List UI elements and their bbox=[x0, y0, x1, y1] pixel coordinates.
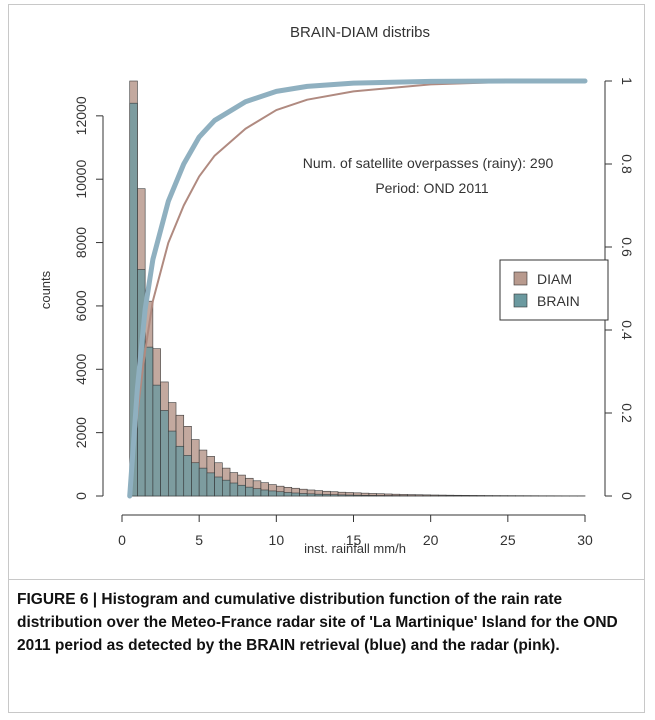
bar-brain bbox=[260, 489, 269, 497]
x-tick-label: 5 bbox=[195, 532, 203, 548]
x-tick-label: 20 bbox=[423, 532, 439, 548]
y-tick-label: 6000 bbox=[73, 290, 89, 321]
bar-brain bbox=[299, 493, 308, 497]
bar-brain bbox=[237, 484, 246, 497]
legend-label-diam: DIAM bbox=[537, 271, 572, 287]
bar-brain bbox=[229, 482, 239, 497]
bar-brain bbox=[330, 494, 339, 497]
y-tick-label: 0 bbox=[73, 492, 89, 500]
y-tick-label: 10000 bbox=[73, 160, 89, 199]
bar-brain bbox=[175, 445, 185, 497]
bar-brain bbox=[191, 462, 200, 497]
legend: DIAM BRAIN bbox=[499, 259, 609, 321]
y2-tick-label: 0 bbox=[619, 492, 635, 500]
legend-box bbox=[499, 259, 609, 321]
x-tick-label: 25 bbox=[500, 532, 516, 548]
bar-brain bbox=[322, 494, 331, 497]
figure-frame bbox=[8, 4, 645, 713]
cdf-line-diam bbox=[128, 80, 586, 497]
bar-brain bbox=[291, 492, 300, 497]
y2-tick-label: 1 bbox=[619, 77, 635, 85]
chart: BRAIN-DIAM distribs inst. rainfall mm/h … bbox=[38, 24, 635, 556]
cdf-line-brain bbox=[127, 78, 588, 499]
x-tick-label: 15 bbox=[346, 532, 362, 548]
bar-brain bbox=[198, 467, 208, 497]
bar-brain bbox=[168, 430, 177, 497]
bar-brain bbox=[276, 491, 285, 497]
caption-separator bbox=[8, 579, 645, 580]
annotation-line-2: Period: OND 2011 bbox=[375, 180, 489, 196]
x-axis-label: inst. rainfall mm/h bbox=[304, 541, 406, 556]
bar-brain bbox=[353, 494, 362, 497]
x-tick-label: 0 bbox=[118, 532, 126, 548]
bar-brain bbox=[222, 479, 231, 497]
y2-tick-label: 0.6 bbox=[619, 237, 635, 257]
y-axis-label: counts bbox=[38, 270, 53, 309]
bar-brain bbox=[306, 493, 316, 497]
bar-brain bbox=[160, 410, 169, 497]
bar-brain bbox=[368, 495, 377, 497]
bar-brain bbox=[214, 476, 223, 497]
bar-brain bbox=[345, 494, 354, 497]
x-tick-label: 10 bbox=[269, 532, 285, 548]
legend-swatch-brain bbox=[513, 293, 528, 308]
chart-title: BRAIN-DIAM distribs bbox=[290, 24, 430, 41]
bar-brain bbox=[268, 490, 277, 497]
bar-brain bbox=[152, 384, 161, 497]
y2-tick-label: 0.4 bbox=[619, 320, 635, 340]
legend-label-brain: BRAIN bbox=[537, 293, 580, 309]
bar-brain bbox=[206, 472, 215, 497]
bar-brain bbox=[245, 486, 254, 497]
y-tick-label: 2000 bbox=[73, 417, 89, 448]
bar-brain bbox=[252, 488, 262, 497]
y2-tick-label: 0.8 bbox=[619, 154, 635, 174]
bar-brain bbox=[337, 494, 347, 497]
bar-brain bbox=[144, 346, 154, 497]
bar-brain bbox=[183, 455, 192, 497]
y-tick-label: 12000 bbox=[73, 96, 89, 135]
y-tick-label: 8000 bbox=[73, 227, 89, 258]
x-tick-label: 30 bbox=[577, 532, 593, 548]
annotation-line-1: Num. of satellite overpasses (rainy): 29… bbox=[303, 155, 554, 171]
legend-swatch-diam bbox=[513, 271, 528, 286]
bar-brain bbox=[376, 495, 385, 497]
bar-brain bbox=[314, 493, 323, 497]
y2-tick-label: 0.2 bbox=[619, 403, 635, 423]
y-tick-label: 4000 bbox=[73, 353, 89, 384]
bar-brain bbox=[283, 492, 293, 497]
bar-brain bbox=[360, 494, 370, 497]
figure-caption: FIGURE 6 | Histogram and cumulative dist… bbox=[17, 591, 618, 654]
